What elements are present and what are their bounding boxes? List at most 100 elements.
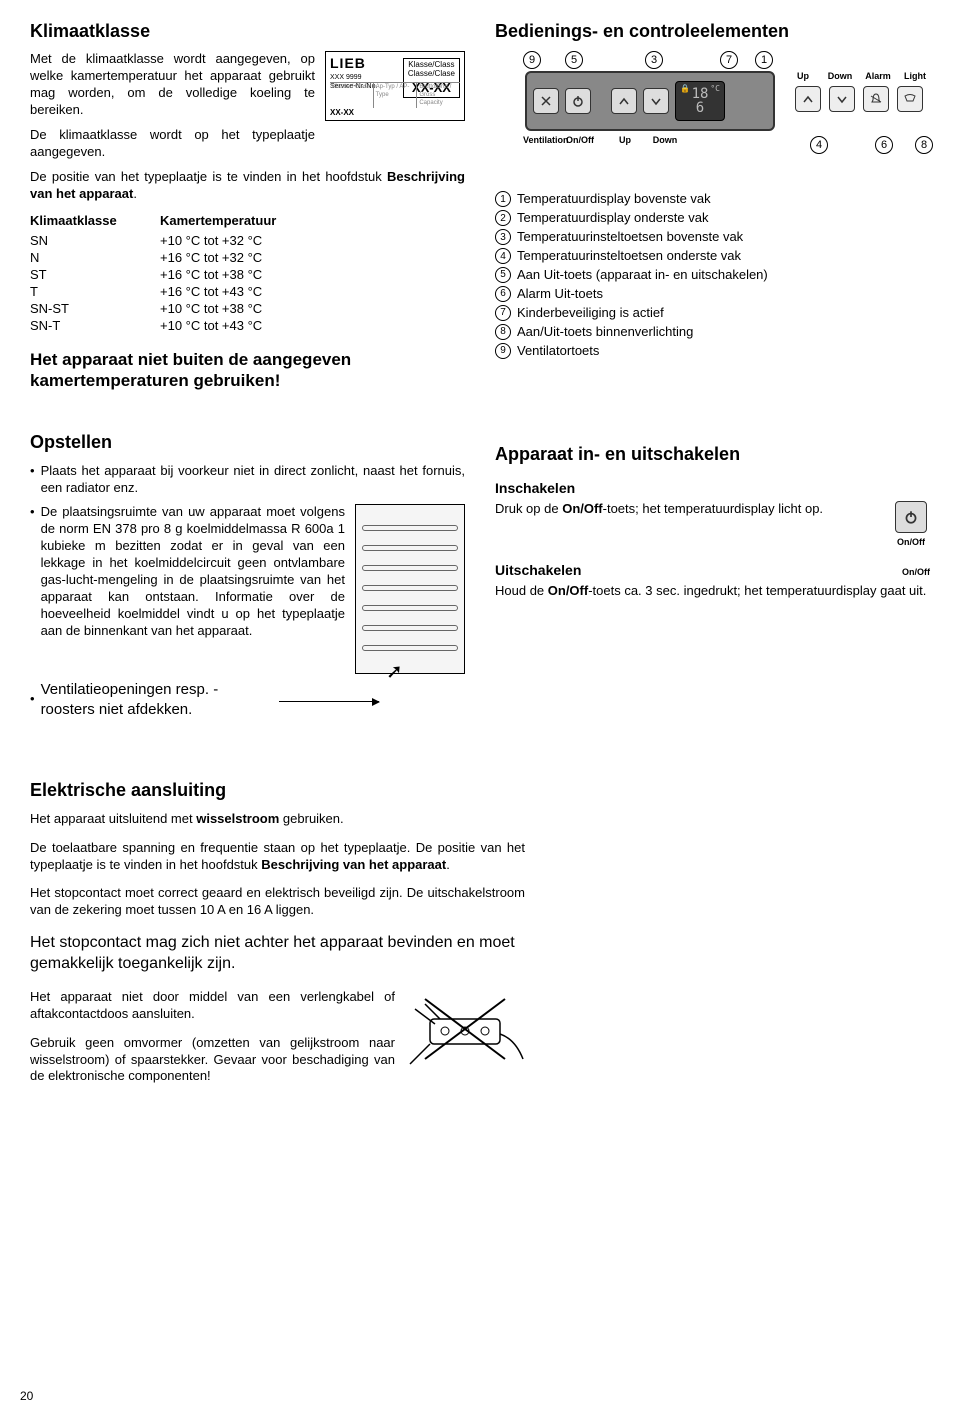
leg-n7: 7 [495, 305, 511, 321]
leg-t5: Aan Uit-toets (apparaat in- en uitschake… [517, 267, 768, 284]
klimaat-table: Klimaatklasse Kamertemperatuur SN+10 °C … [30, 213, 465, 335]
klim-r0c1: SN [30, 233, 160, 250]
elec-p3: Het stopcontact moet correct geaard en e… [30, 885, 525, 919]
down-button-bot[interactable] [829, 86, 855, 112]
up-button-top[interactable] [611, 88, 637, 114]
opstellen-b1: Plaats het apparaat bij voorkeur niet in… [30, 463, 465, 497]
ventilation-button[interactable] [533, 88, 559, 114]
display-top: 18 [692, 87, 709, 101]
circ-5: 5 [565, 51, 583, 69]
leg-n3: 3 [495, 229, 511, 245]
leg-n1: 1 [495, 191, 511, 207]
klim-r5c1: SN-T [30, 318, 160, 335]
onoff-illustration-button [895, 501, 927, 533]
lbl-down2: Down [825, 71, 855, 83]
appliance-illustration: ➚ [355, 504, 465, 674]
heading-controls: Bedienings- en controleelementen [495, 20, 930, 43]
klimaat-p3a: De positie van het typeplaatje is te vin… [30, 169, 387, 184]
leg-n5: 5 [495, 267, 511, 283]
leg-t9: Ventilatortoets [517, 343, 599, 360]
lbl-ventilation: Ventilation [523, 135, 563, 147]
klim-r3c2: +16 °C tot +43 °C [160, 284, 262, 301]
klimaat-p3: De positie van het typeplaatje is te vin… [30, 169, 465, 203]
alarm-icon [869, 92, 883, 106]
leg-t7: Kinderbeveiliging is actief [517, 305, 664, 322]
lbl-light: Light [900, 71, 930, 83]
lock-icon: 🔒 [680, 84, 690, 94]
onoff-label-right: On/Off [902, 567, 930, 579]
lbl-up: Up [615, 135, 635, 147]
circ-3: 3 [645, 51, 663, 69]
klim-r1c2: +16 °C tot +32 °C [160, 250, 262, 267]
klimaat-p1: Met de klimaatklasse wordt aangegeven, o… [30, 51, 315, 119]
typeplate-bottom: XX-XX [330, 108, 354, 118]
onoff-btn-label: On/Off [892, 537, 930, 549]
elec-p4: Het apparaat niet door middel van een ve… [30, 989, 395, 1023]
leg-n9: 9 [495, 343, 511, 359]
main-panel: 🔒 °C 18 6 [525, 71, 775, 131]
heading-opstellen: Opstellen [30, 431, 465, 454]
degree-label: °C [710, 84, 720, 94]
down-button-top[interactable] [643, 88, 669, 114]
lbl-onoff: On/Off [565, 135, 595, 147]
elec-p5: Gebruik geen omvormer (omzetten van geli… [30, 1035, 395, 1086]
leg-t6: Alarm Uit-toets [517, 286, 603, 303]
klim-r4c1: SN-ST [30, 301, 160, 318]
typeplate-clase: Classe/Clase [408, 70, 455, 79]
arrow-icon: ➚ [386, 659, 403, 685]
circ-9: 9 [523, 51, 541, 69]
plug-illustration [405, 989, 525, 1079]
controls-legend: 1 Temperatuurdisplay bovenste vak 2 Temper… [495, 191, 930, 359]
klim-r5c2: +10 °C tot +43 °C [160, 318, 262, 335]
uitschakelen-h: Uitschakelen [495, 561, 581, 579]
leg-t2: Temperatuurdisplay onderste vak [517, 210, 709, 227]
leg-t8: Aan/Uit-toets binnenverlichting [517, 324, 693, 341]
leg-n2: 2 [495, 210, 511, 226]
elec-p2: De toelaatbare spanning en frequentie st… [30, 840, 525, 874]
light-icon [903, 92, 917, 106]
power-icon [903, 509, 919, 525]
uitschakelen-p: Houd de On/Off-toets ca. 3 sec. ingedruk… [495, 583, 930, 600]
leg-n4: 4 [495, 248, 511, 264]
lbl-down: Down [650, 135, 680, 147]
heading-onoff: Apparaat in- en uitschakelen [495, 443, 930, 466]
circ-6: 6 [875, 136, 893, 154]
circ-7: 7 [720, 51, 738, 69]
heading-klimaatklasse: Klimaatklasse [30, 20, 465, 43]
leg-t4: Temperatuurinsteltoetsen onderste vak [517, 248, 741, 265]
circ-8: 8 [915, 136, 933, 154]
circ-4: 4 [810, 136, 828, 154]
secondary-panel [795, 86, 923, 112]
leg-n6: 6 [495, 286, 511, 302]
tp-g2: Ap-Typ / AP-Type [374, 83, 418, 108]
inschakelen-p: Druk op de On/Off-toets; het temperatuur… [495, 501, 882, 518]
klim-r2c2: +16 °C tot +38 °C [160, 267, 262, 284]
klimaat-warning: Het apparaat niet buiten de aangegeven k… [30, 349, 465, 392]
tp-g1: Klasse / Class [330, 83, 374, 108]
chevron-up-icon [618, 96, 630, 106]
display-bot: 6 [696, 101, 704, 115]
leg-n8: 8 [495, 324, 511, 340]
up-button-bot[interactable] [795, 86, 821, 112]
klim-r1c1: N [30, 250, 160, 267]
power-icon [571, 94, 585, 108]
page-number: 20 [20, 1389, 33, 1405]
leg-t3: Temperatuurinsteltoetsen bovenste vak [517, 229, 743, 246]
alarm-button[interactable] [863, 86, 889, 112]
chevron-down-icon [650, 96, 662, 106]
temperature-display: 🔒 °C 18 6 [675, 81, 725, 121]
klim-r4c2: +10 °C tot +38 °C [160, 301, 262, 318]
klim-h1: Klimaatklasse [30, 213, 160, 230]
elec-warning: Het stopcontact mag zich niet achter het… [30, 933, 525, 975]
tp-g3: Brutto/Brut / Gross Capacity [417, 83, 460, 108]
light-button[interactable] [897, 86, 923, 112]
leg-t1: Temperatuurdisplay bovenste vak [517, 191, 711, 208]
chevron-down-icon [836, 94, 848, 104]
typeplate-illustration: LIEB XXX 9999 Service-Nr./No. Klasse/Cla… [325, 51, 465, 121]
opstellen-b3-text: Ventilatieopeningen resp. -roosters niet… [41, 680, 271, 719]
opstellen-b3: Ventilatieopeningen resp. -roosters niet… [30, 680, 465, 719]
klimaat-p3c: . [133, 186, 137, 201]
onoff-button[interactable] [565, 88, 591, 114]
klim-r3c1: T [30, 284, 160, 301]
arrow-line [279, 701, 379, 702]
